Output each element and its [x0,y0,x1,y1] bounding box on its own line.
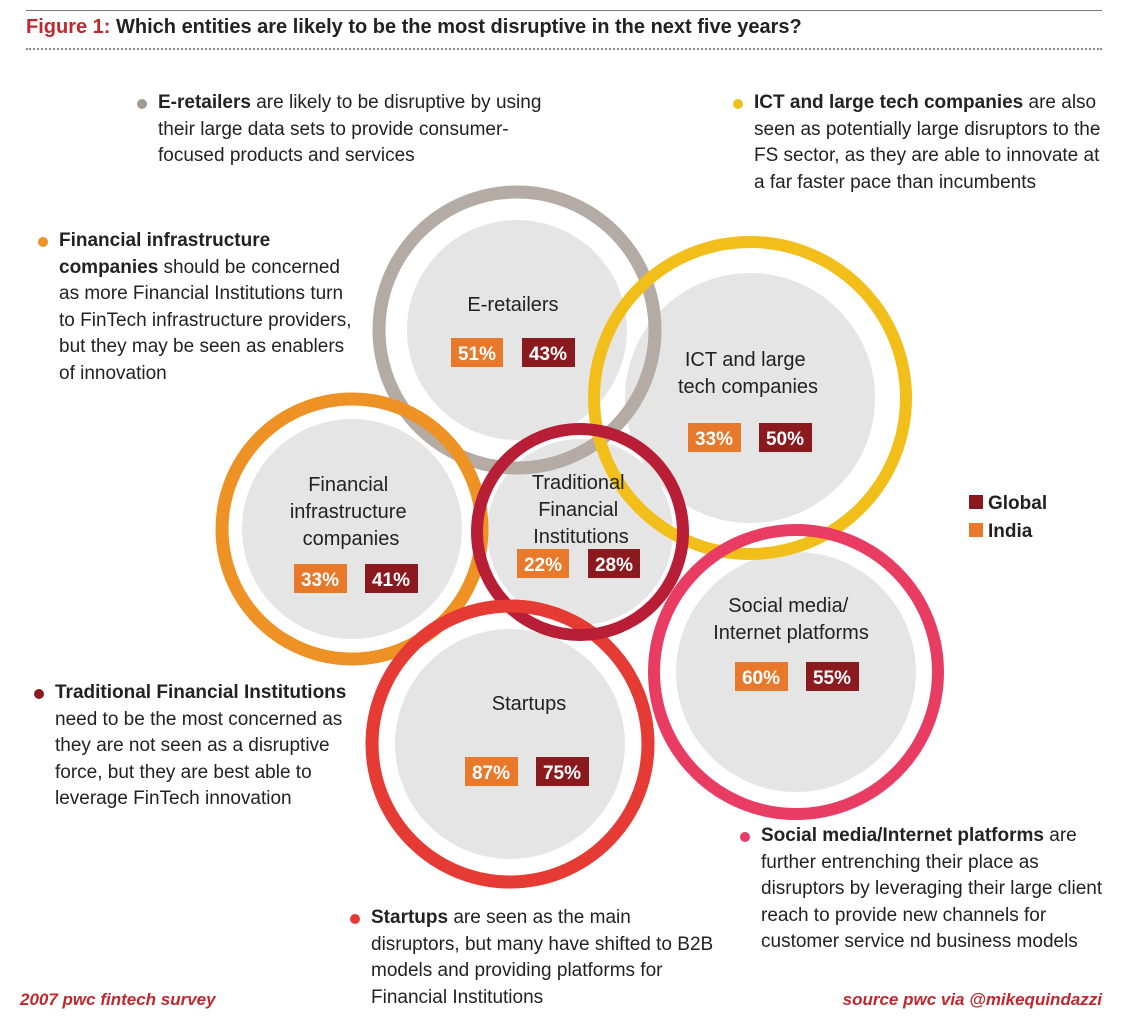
india-value: 33% [695,429,733,450]
india-box [451,338,503,367]
global-box [588,549,640,578]
legend-global-label: Global [988,493,1047,514]
note-text: are further entrenching their place as d… [761,825,1103,952]
note-bold: Traditional Financial Institutions [55,682,347,703]
note-ict: ICT and large tech companies are also se… [733,90,1109,196]
note-bold: E-retailers [158,92,251,113]
figure-question: Which entities are likely to be the most… [116,16,802,38]
disc-ict [625,273,875,523]
entity-labels: E-retailers ICT and large tech companies… [290,294,869,715]
note-bold: Startups [371,907,449,928]
bullet-icon [34,689,44,699]
ring-e-retailers [372,185,662,475]
global-box [365,564,418,593]
rings [215,185,944,889]
dotted-divider [26,48,1102,50]
global-box [536,757,589,786]
ring-ict [588,236,912,560]
india-value: 22% [524,555,562,576]
india-box [294,564,347,593]
disc-e-retailers [407,220,627,440]
india-box [517,549,569,578]
global-box [759,423,812,452]
bullet-icon [350,914,360,924]
india-value: 51% [458,344,496,365]
global-value: 43% [529,344,567,365]
bullet-icon [137,99,147,109]
india-box [688,423,741,452]
label-ict: ICT and large tech companies [678,349,818,398]
global-box [806,662,859,691]
bullet-icon [38,237,48,247]
bullet-icon [733,99,743,109]
india-value: 87% [472,763,510,784]
note-text: need to be the most concerned as they ar… [55,708,343,810]
note-bold: Financial infrastructure companies [59,230,271,278]
ring-social [648,524,944,820]
label-social: Social media/ Internet platforms [713,595,869,644]
india-value: 60% [742,668,780,689]
global-value: 41% [372,570,410,591]
note-bold: Social media/Internet platforms [761,825,1044,846]
disc-social [676,552,916,792]
note-startups: Startups are seen as the main disruptors… [350,905,721,1011]
figure-title: Figure 1: Which entities are likely to b… [26,16,802,39]
figure-label: Figure 1: [26,16,111,38]
footer-survey: 2007 pwc fintech survey [20,990,216,1009]
india-value: 33% [301,570,339,591]
ring-startups-overlap [365,599,655,889]
bullet-icon [740,832,750,842]
label-e-retailers: E-retailers [467,294,558,316]
legend-india-swatch [969,523,983,537]
legend-global-swatch [969,495,983,509]
ring-traditional [471,423,689,641]
legend: Global India [969,493,1047,542]
global-value: 28% [595,555,633,576]
disc-startups [395,629,625,859]
legend-india-label: India [988,521,1033,542]
inner-discs [242,220,916,859]
global-value: 55% [813,668,851,689]
global-value: 75% [543,763,581,784]
value-boxes: 51% 43% 33% 50% 33% 41% 22% 28% 60% 55% … [294,338,859,786]
label-startups: Startups [492,693,566,715]
note-text: are seen as the main disruptors, but man… [371,907,714,1008]
global-box [522,338,575,367]
note-text: are also seen as potentially large disru… [754,92,1101,193]
note-text: are likely to be disruptive by using the… [158,92,542,166]
footer-source: source pwc via @mikequindazzi [842,990,1102,1009]
note-fin-infra: Financial infrastructure companies shoul… [38,228,354,387]
note-bold: ICT and large tech companies [754,92,1024,113]
top-rule [26,10,1102,11]
note-e-retailers: E-retailers are likely to be disruptive … [137,90,558,170]
note-traditional: Traditional Financial Institutions need … [34,680,355,813]
india-box [465,757,518,786]
india-box [735,662,788,691]
label-fin-infra: Financial infrastructure companies [290,474,412,550]
global-value: 50% [766,429,804,450]
note-text: should be concerned as more Financial In… [59,256,352,384]
label-traditional: Traditional Financial Institutions [532,472,630,548]
note-social: Social media/Internet platforms are furt… [740,823,1106,956]
